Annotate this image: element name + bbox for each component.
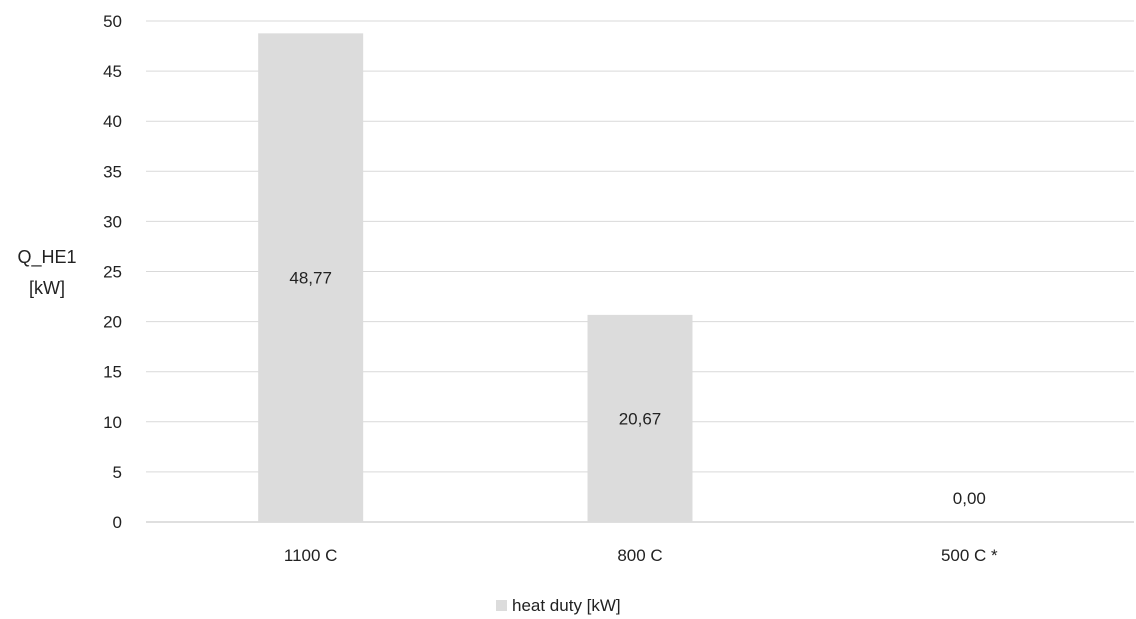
data-labels: 48,77 20,67 0,00 [289,269,985,508]
y-axis-label-line-1: Q_HE1 [17,247,76,268]
data-label: 48,77 [289,269,332,288]
legend: heat duty [kW] [496,596,621,615]
y-tick-label: 25 [103,263,122,282]
y-tick-label: 50 [103,12,122,31]
y-tick-label: 45 [103,62,122,81]
y-tick-label: 10 [103,413,122,432]
bar [258,33,364,523]
bar [587,314,693,522]
x-tick-label: 1100 C [284,546,338,565]
y-tick-label: 40 [103,112,122,131]
y-axis-tick-labels: 0 5 10 15 20 25 30 35 40 45 50 [103,12,122,532]
y-tick-label: 15 [103,363,122,382]
x-tick-label: 500 C * [941,546,998,565]
x-tick-label: 800 C [617,546,662,565]
data-label: 0,00 [953,489,986,508]
data-label: 20,67 [619,409,662,428]
y-tick-label: 20 [103,313,122,332]
bar-series [258,33,693,523]
y-tick-label: 30 [103,212,122,231]
y-tick-label: 35 [103,162,122,181]
x-axis-tick-labels: 1100 C 800 C 500 C * [284,546,998,565]
legend-label: heat duty [kW] [512,596,621,615]
legend-swatch [496,600,507,611]
y-tick-label: 5 [113,463,122,482]
y-tick-label: 0 [113,513,122,532]
y-axis-label-line-2: [kW] [29,278,65,298]
